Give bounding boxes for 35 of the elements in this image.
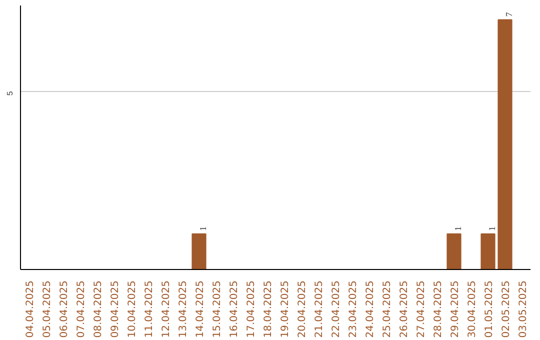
x-tick-label: 09.04.2025 <box>110 280 121 338</box>
x-tick-label: 04.04.2025 <box>25 280 36 338</box>
x-tick-label: 20.04.2025 <box>297 280 308 338</box>
x-tick-label: 26.04.2025 <box>399 280 410 338</box>
x-tick-label: 18.04.2025 <box>263 280 274 338</box>
x-tick-label: 15.04.2025 <box>212 280 223 338</box>
x-tick-label: 16.04.2025 <box>229 280 240 338</box>
data-label: 1 <box>198 226 208 231</box>
x-tick-label: 29.04.2025 <box>450 280 461 338</box>
x-tick-label: 01.05.2025 <box>484 280 495 338</box>
x-tick-label: 06.04.2025 <box>59 280 70 338</box>
x-tick-label: 11.04.2025 <box>144 280 155 338</box>
y-tick-label: 5 <box>6 90 14 96</box>
x-tick-label: 30.04.2025 <box>467 280 478 338</box>
x-tick-label: 21.04.2025 <box>314 280 325 338</box>
x-tick-label: 14.04.2025 <box>195 280 206 338</box>
x-tick-label: 02.05.2025 <box>501 280 512 338</box>
x-tick-label: 19.04.2025 <box>280 280 291 338</box>
x-tick-label: 25.04.2025 <box>382 280 393 338</box>
data-label: 1 <box>453 226 463 231</box>
x-tick-label: 23.04.2025 <box>348 280 359 338</box>
x-tick-label: 12.04.2025 <box>161 280 172 338</box>
x-tick-label: 13.04.2025 <box>178 280 189 338</box>
x-tick-label: 27.04.2025 <box>416 280 427 338</box>
x-tick-label: 22.04.2025 <box>331 280 342 338</box>
x-tick-label: 07.04.2025 <box>76 280 87 338</box>
x-tick-label: 10.04.2025 <box>127 280 138 338</box>
x-tick-label: 08.04.2025 <box>93 280 104 338</box>
x-tick-label: 24.04.2025 <box>365 280 376 338</box>
x-tick-label: 17.04.2025 <box>246 280 257 338</box>
data-label: 7 <box>504 12 514 17</box>
x-tick-label: 05.04.2025 <box>42 280 53 338</box>
x-tick-label: 03.05.2025 <box>518 280 529 338</box>
data-label: 1 <box>487 226 497 231</box>
x-tick-label: 28.04.2025 <box>433 280 444 338</box>
